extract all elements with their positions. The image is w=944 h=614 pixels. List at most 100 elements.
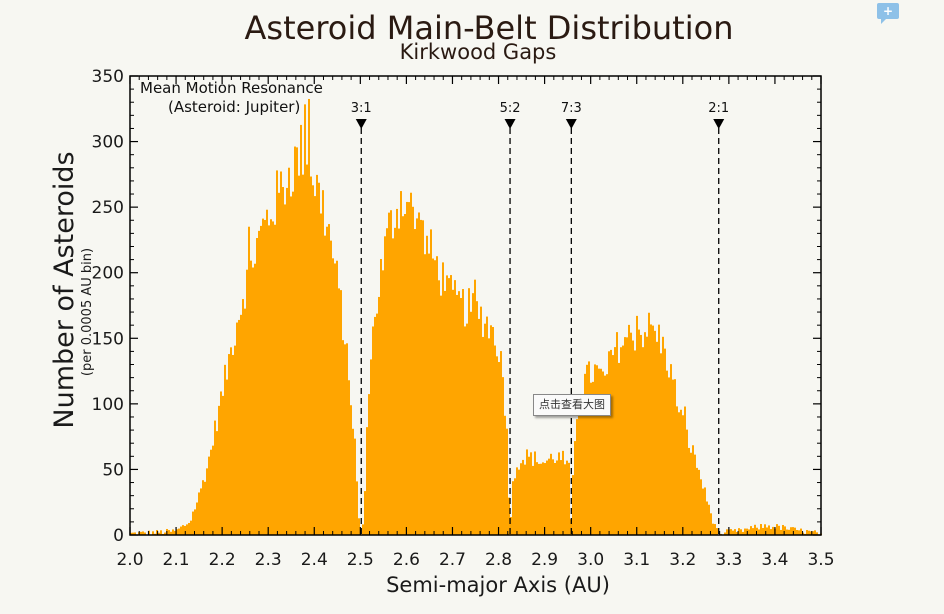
histogram-bar <box>766 527 768 535</box>
resonance-label: 5:2 <box>500 101 521 116</box>
y-axis-sublabel: (per 0.0005 AU bin) <box>80 248 95 376</box>
histogram-bar <box>396 208 398 535</box>
resonance-label: 7:3 <box>561 101 582 116</box>
histogram-bar <box>134 532 136 535</box>
histogram-bar <box>404 213 406 535</box>
histogram-bar <box>334 263 336 535</box>
histogram-bar <box>650 324 652 535</box>
histogram-bar <box>320 213 322 535</box>
histogram-bar <box>546 460 548 535</box>
histogram-bar <box>164 532 166 535</box>
histogram-bar <box>554 463 556 535</box>
histogram-bar <box>598 368 600 535</box>
histogram-bar <box>372 326 374 535</box>
resonance-marker <box>713 119 725 129</box>
x-tick-label: 3.5 <box>807 550 834 570</box>
histogram-bar <box>344 344 346 535</box>
x-tick-label: 2.9 <box>531 550 558 570</box>
histogram-bar <box>312 185 314 535</box>
histogram-bar <box>130 532 132 535</box>
histogram-bar <box>250 260 252 535</box>
histogram-bar <box>520 463 522 535</box>
histogram-bar <box>356 481 358 535</box>
histogram-bar <box>450 275 452 535</box>
histogram-bar <box>510 517 512 535</box>
histogram-bar <box>210 449 212 535</box>
histogram-bar <box>476 301 478 535</box>
histogram-bar <box>142 531 144 535</box>
histogram-bar <box>358 518 360 535</box>
histogram-bar <box>398 228 400 535</box>
histogram-bar <box>534 451 536 535</box>
histogram-bar <box>332 258 334 535</box>
histogram-bar <box>238 319 240 535</box>
histogram-bar <box>780 529 782 535</box>
x-tick-label: 2.7 <box>439 550 466 570</box>
histogram-bar <box>636 315 638 535</box>
histogram-bar <box>156 530 158 535</box>
comment-add-button[interactable]: + <box>877 3 899 24</box>
histogram-bar <box>390 210 392 536</box>
x-axis-label: Semi-major Axis (AU) <box>386 573 610 597</box>
histogram-bar <box>684 406 686 535</box>
histogram-bar <box>798 530 800 535</box>
view-larger-tooltip[interactable]: 点击查看大图 <box>533 394 611 416</box>
histogram-bar <box>638 329 640 535</box>
histogram-bar <box>382 270 384 535</box>
histogram-bar <box>472 293 474 535</box>
histogram-bar <box>654 330 656 535</box>
histogram-bar <box>778 525 780 535</box>
histogram-bar <box>288 167 290 536</box>
resonance-marker <box>504 119 516 129</box>
histogram-bar <box>486 316 488 535</box>
histogram-bar <box>266 209 268 535</box>
histogram-bar <box>618 362 620 535</box>
histogram-bar <box>552 459 554 535</box>
histogram-bar <box>704 487 706 535</box>
histogram-bar <box>726 529 728 535</box>
histogram-bar <box>352 428 354 535</box>
histogram-bar <box>200 488 202 535</box>
histogram-bar <box>740 529 742 535</box>
histogram-bar <box>400 191 402 535</box>
histogram-bar <box>480 306 482 535</box>
axis-ticks: 2.0 2.1 2.2 2.3 2.4 2.5 2.6 2.7 2.8 2.9 3.0 3.1 3.2 3… <box>92 67 835 570</box>
chart-subtitle: Kirkwood Gaps <box>400 40 557 64</box>
histogram-bar <box>560 460 562 535</box>
x-tick-label: 2.1 <box>163 550 190 570</box>
histogram-bar <box>432 258 434 535</box>
histogram-bar <box>198 492 200 535</box>
histogram-bar <box>214 420 216 535</box>
histogram-bar <box>248 226 250 535</box>
histogram-bar <box>292 191 294 536</box>
histogram-bar <box>466 323 468 535</box>
histogram-bar <box>202 480 204 535</box>
histogram-bar <box>402 216 404 535</box>
histogram-bar <box>444 290 446 535</box>
histogram-bar <box>284 204 286 536</box>
histogram-bar <box>584 373 586 535</box>
resonance-label: 2:1 <box>708 101 729 116</box>
histogram-bar <box>752 528 754 535</box>
histogram-bar <box>428 253 430 535</box>
histogram-bar <box>772 526 774 535</box>
histogram-bar <box>582 398 584 535</box>
histogram-bar <box>674 379 676 535</box>
histogram-bar <box>184 525 186 535</box>
histogram-bar <box>596 365 598 535</box>
histogram-bar <box>194 509 196 535</box>
histogram-bar <box>658 324 660 535</box>
histogram-bar <box>624 337 626 535</box>
histogram-bar <box>354 438 356 535</box>
histogram-bar <box>262 218 264 535</box>
histogram-bar <box>698 469 700 535</box>
histogram-bar <box>256 238 258 535</box>
histogram-bar <box>178 528 180 535</box>
histogram-bar <box>522 459 524 535</box>
histogram-bar <box>384 236 386 535</box>
histogram-bar <box>446 275 448 535</box>
histogram-bar <box>168 530 170 535</box>
histogram-bar <box>544 463 546 535</box>
histogram-bar <box>710 513 712 535</box>
histogram-bar <box>282 187 284 536</box>
